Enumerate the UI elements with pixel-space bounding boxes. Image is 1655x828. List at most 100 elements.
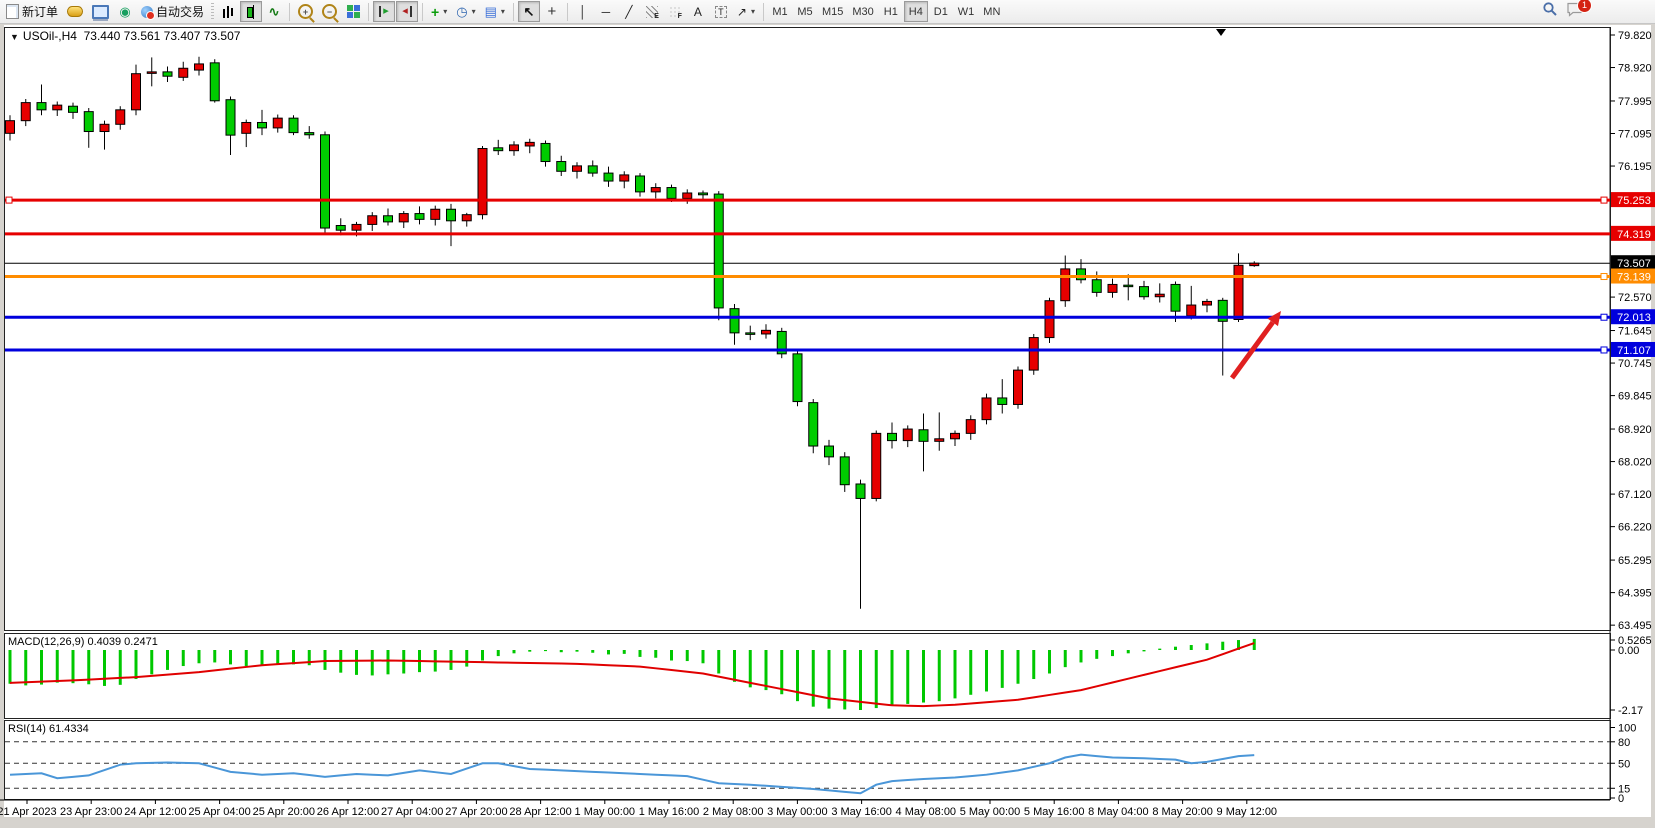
svg-text:64.395: 64.395 xyxy=(1618,588,1652,600)
search-icon[interactable] xyxy=(1542,1,1558,22)
fibonacci-button[interactable]: F xyxy=(664,1,686,22)
clock-icon: ◷ xyxy=(456,4,468,19)
timeframe-m5-button[interactable]: M5 xyxy=(793,1,817,22)
separator xyxy=(512,2,514,21)
template-icon: ▤ xyxy=(484,4,497,19)
toolbar-right-cluster: 1 xyxy=(1542,0,1653,22)
auto-scroll-button[interactable]: ▸ xyxy=(373,1,396,22)
equidistant-channel-button[interactable]: E xyxy=(641,1,663,22)
timeframe-h4-button[interactable]: H4 xyxy=(903,1,928,22)
indicators-button[interactable]: + ▾ xyxy=(427,1,451,22)
arrows-button[interactable]: ↗ ▾ xyxy=(733,1,759,22)
chart-canvas: 79.820 78.920 77.995 77.095 76.195 72.570 71.6… xyxy=(0,25,1655,818)
monitor-icon xyxy=(92,4,110,19)
auto-trading-label: 自动交易 xyxy=(156,5,205,19)
trend-arrow-annotation[interactable] xyxy=(1229,311,1281,380)
svg-text:0.00: 0.00 xyxy=(1618,645,1639,657)
svg-text:26 Apr 12:00: 26 Apr 12:00 xyxy=(317,806,379,818)
separator xyxy=(422,2,424,21)
svg-text:8 May 04:00: 8 May 04:00 xyxy=(1088,806,1149,818)
svg-text:3 May 16:00: 3 May 16:00 xyxy=(831,806,892,818)
time-axis[interactable]: 21 Apr 2023 23 Apr 23:00 24 Apr 12:00 25 Ap… xyxy=(0,799,1610,818)
rsi-panel xyxy=(5,741,1610,795)
panel-frames xyxy=(4,27,1611,800)
hline-71.107[interactable]: 71.107 xyxy=(5,341,1655,357)
svg-text:68.920: 68.920 xyxy=(1618,424,1652,436)
svg-text:79.820: 79.820 xyxy=(1618,30,1652,42)
svg-text:0: 0 xyxy=(1618,793,1624,805)
crosshair-button[interactable]: + xyxy=(541,1,563,22)
rsi-indicator-label: RSI(14) 61.4334 xyxy=(8,723,89,735)
svg-text:77.095: 77.095 xyxy=(1618,129,1652,141)
periods-button[interactable]: ◷ ▾ xyxy=(452,1,479,22)
svg-text:78.920: 78.920 xyxy=(1618,63,1652,75)
new-order-button[interactable]: 新订单 xyxy=(2,1,62,22)
text-label-button[interactable]: T xyxy=(710,1,732,22)
svg-text:75.253: 75.253 xyxy=(1617,195,1651,207)
svg-text:24 Apr 12:00: 24 Apr 12:00 xyxy=(124,806,186,818)
rsi-axis[interactable]: 100 80 50 150 xyxy=(1610,723,1636,806)
templates-button[interactable]: ▤ ▾ xyxy=(481,1,509,22)
svg-text:21 Apr 2023: 21 Apr 2023 xyxy=(0,806,57,818)
bar-chart-button[interactable] xyxy=(217,1,239,22)
trendline-button[interactable]: ╱ xyxy=(618,1,640,22)
timeframe-w1-button[interactable]: W1 xyxy=(954,1,979,22)
price-axis[interactable]: 79.820 78.920 77.995 77.095 76.195 72.570 71.6… xyxy=(1610,30,1652,632)
timeframe-h1-button[interactable]: H1 xyxy=(879,1,903,22)
svg-text:76.195: 76.195 xyxy=(1618,161,1652,173)
trendline-icon: ╱ xyxy=(625,4,633,19)
hline-73.139[interactable]: 73.139 xyxy=(5,268,1655,284)
svg-text:67.120: 67.120 xyxy=(1618,489,1652,501)
equidistant-channel-icon: E xyxy=(645,5,659,20)
svg-text:5 May 00:00: 5 May 00:00 xyxy=(960,806,1021,818)
vertical-line-button[interactable]: │ xyxy=(572,1,594,22)
vertical-line-icon: │ xyxy=(579,4,587,19)
svg-text:15: 15 xyxy=(1618,783,1630,795)
signals-button[interactable]: ◉ xyxy=(114,1,136,22)
timeframe-mn-button[interactable]: MN xyxy=(979,1,1004,22)
text-button[interactable]: A xyxy=(687,1,709,22)
hline-75.253[interactable]: 75.253 xyxy=(5,192,1655,208)
macd-panel xyxy=(8,638,1256,711)
svg-text:73.139: 73.139 xyxy=(1617,272,1651,284)
community-button[interactable] xyxy=(88,1,113,22)
zoom-out-button[interactable]: − xyxy=(318,1,341,22)
hline-74.319[interactable]: 74.319 xyxy=(5,225,1655,241)
timeframe-d1-button[interactable]: D1 xyxy=(929,1,953,22)
cursor-button[interactable]: ↖ xyxy=(517,1,540,22)
svg-text:4 May 08:00: 4 May 08:00 xyxy=(896,806,957,818)
timeframe-m30-button[interactable]: M30 xyxy=(848,1,877,22)
add-indicator-icon: + xyxy=(431,3,440,20)
gold-button[interactable] xyxy=(63,1,87,22)
hline-72.013[interactable]: 72.013 xyxy=(5,309,1655,325)
tile-windows-button[interactable] xyxy=(342,1,364,22)
timeframe-m15-button[interactable]: M15 xyxy=(818,1,847,22)
auto-trading-button[interactable]: 自动交易 xyxy=(137,1,208,22)
symbol-expander-icon[interactable]: ▼ xyxy=(10,32,19,42)
chevron-down-icon: ▾ xyxy=(443,7,448,16)
separator xyxy=(566,2,568,21)
text-icon: A xyxy=(693,4,702,19)
zoom-in-button[interactable]: + xyxy=(294,1,317,22)
signal-icon: ◉ xyxy=(119,4,131,19)
candle-chart-button[interactable] xyxy=(240,1,263,22)
hline-73.507[interactable]: 73.507 xyxy=(1611,255,1655,271)
line-chart-button[interactable]: ∿ xyxy=(263,1,285,22)
macd-indicator-label: MACD(12,26,9) 0.4039 0.2471 xyxy=(8,636,158,648)
cursor-icon: ↖ xyxy=(523,3,535,19)
zoom-in-icon: + xyxy=(298,4,314,19)
svg-text:28 Apr 12:00: 28 Apr 12:00 xyxy=(509,806,571,818)
horizontal-line-icon: ─ xyxy=(601,4,611,19)
svg-text:71.107: 71.107 xyxy=(1617,345,1651,357)
horizontal-line-button[interactable]: ─ xyxy=(595,1,617,22)
chat-icon[interactable]: 1 xyxy=(1566,0,1592,22)
new-order-label: 新订单 xyxy=(22,5,59,19)
svg-text:73.507: 73.507 xyxy=(1617,258,1651,270)
svg-text:72.013: 72.013 xyxy=(1617,312,1651,324)
timeframe-m1-button[interactable]: M1 xyxy=(768,1,792,22)
svg-text:8 May 20:00: 8 May 20:00 xyxy=(1152,806,1213,818)
svg-text:27 Apr 20:00: 27 Apr 20:00 xyxy=(445,806,507,818)
chart-shift-button[interactable]: ◂ xyxy=(396,1,419,22)
